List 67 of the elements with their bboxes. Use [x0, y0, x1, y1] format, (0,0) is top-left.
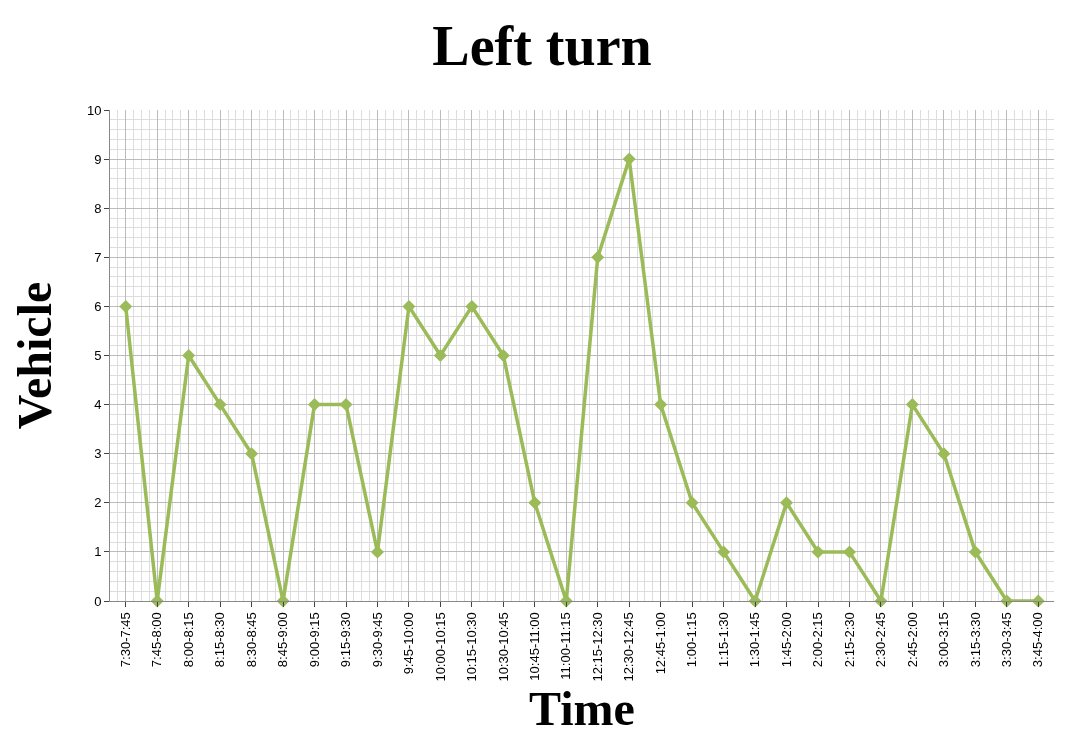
point [905, 398, 919, 412]
y-tick-label: 9 [94, 151, 102, 167]
point [213, 398, 227, 412]
x-tick-label: 7:30-7:45 [117, 612, 133, 668]
y-tick-label: 6 [94, 298, 102, 314]
x-tick-label: 10:30-10:45 [495, 612, 511, 682]
y-tick-label: 7 [94, 249, 102, 265]
y-tick-label: 2 [94, 495, 102, 511]
x-tick-label: 1:00-1:15 [684, 612, 700, 668]
x-tick-label: 9:00-9:15 [306, 612, 322, 668]
y-axis-title: Vehicle [7, 281, 61, 430]
x-tick-label: 1:15-1:30 [715, 612, 731, 668]
x-tick-label: 10:00-10:15 [432, 612, 448, 682]
y-tick-label: 10 [86, 102, 102, 118]
x-tick-label: 7:45-8:00 [149, 612, 165, 668]
point [182, 349, 196, 362]
x-tick-label: 9:45-10:00 [401, 612, 417, 675]
x-tick-label: 2:30-2:45 [873, 612, 889, 668]
x-tick-label: 2:15-2:30 [841, 612, 857, 668]
point [433, 349, 447, 362]
x-tick-label: 1:30-1:45 [747, 612, 763, 668]
x-tick-label: 11:00-11:15 [558, 612, 574, 680]
x-tick-label: 8:45-9:00 [275, 612, 291, 668]
x-tick-label: 10:45-11:00 [527, 612, 543, 681]
point [654, 398, 668, 412]
point [968, 545, 982, 559]
x-tick-label: 1:45-2:00 [778, 612, 794, 668]
x-tick-label: 3:15-3:30 [967, 612, 983, 668]
point [465, 299, 479, 313]
point [370, 545, 384, 559]
point [685, 496, 699, 510]
x-tick-label: 12:15-12:30 [589, 612, 605, 682]
point [245, 447, 259, 461]
x-tick-label: 2:00-2:15 [810, 612, 826, 668]
x-tick-label: 8:15-8:30 [212, 612, 228, 668]
point [622, 152, 636, 166]
point [842, 545, 856, 559]
point [402, 299, 416, 313]
x-tick-label: 12:30-12:45 [621, 612, 637, 682]
x-tick-label: 3:45-4:00 [1030, 612, 1046, 668]
point [591, 250, 605, 264]
x-tick-label: 8:00-8:15 [180, 612, 196, 668]
y-tick-label: 5 [94, 348, 102, 364]
x-axis-title: Time [529, 681, 635, 735]
y-tick-label: 3 [94, 446, 102, 462]
chart-title: Left turn [432, 15, 652, 77]
x-tick-label: 10:15-10:30 [464, 612, 480, 682]
y-tick-label: 0 [94, 593, 102, 609]
y-tick-label: 4 [94, 397, 102, 413]
point [528, 496, 542, 510]
x-tick-label: 8:30-8:45 [243, 612, 259, 668]
point [119, 299, 133, 313]
point [308, 398, 322, 412]
point [339, 398, 353, 412]
point [937, 447, 951, 461]
point [717, 545, 731, 559]
x-tick-label: 12:45-1:00 [652, 612, 668, 675]
point [811, 545, 825, 559]
x-tick-label: 9:15-9:30 [338, 612, 354, 668]
x-tick-label: 9:30-9:45 [369, 612, 385, 668]
y-tick-label: 8 [94, 200, 102, 216]
y-tick-label: 1 [94, 544, 102, 560]
x-tick-label: 3:00-3:15 [936, 612, 952, 668]
point [496, 349, 510, 362]
point [780, 496, 794, 510]
x-tick-label: 2:45-2:00 [904, 612, 920, 668]
x-tick-label: 3:30-3:45 [999, 612, 1015, 668]
